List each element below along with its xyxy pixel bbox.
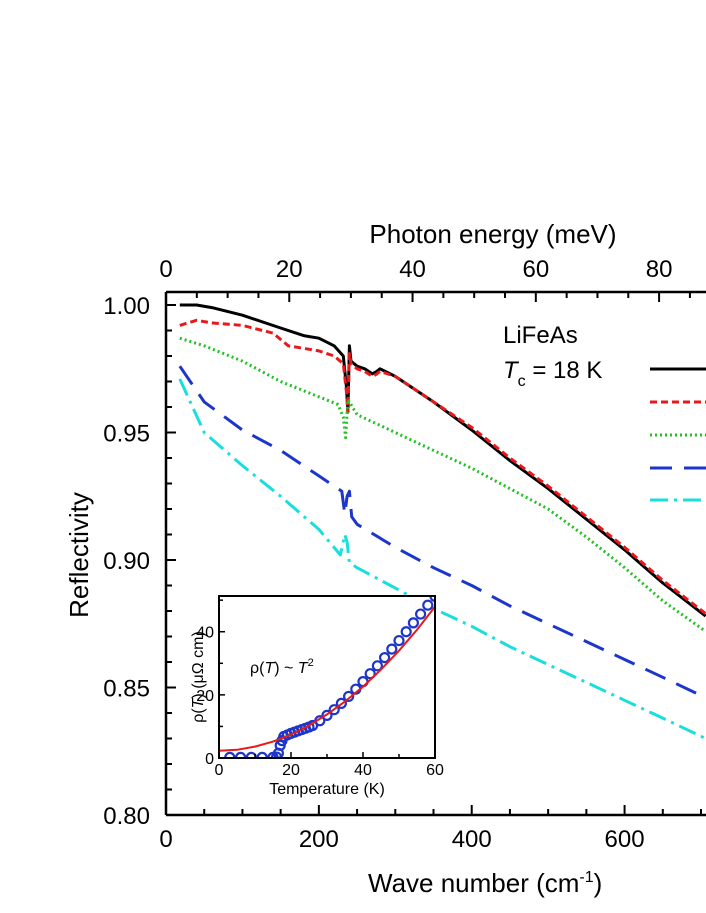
inset-data-point (400, 626, 412, 638)
tc-annotation: Tc = 18 K (503, 357, 602, 390)
x-axis-title-sup: -1 (579, 869, 593, 886)
inset-annotation: ρ(T) ~ T2 (250, 657, 314, 677)
y-axis-title: Reflectivity (64, 492, 94, 618)
inset-data-point (364, 668, 376, 680)
tc-annotation-sub: c (518, 373, 526, 390)
y-tick-label: 0.95 (103, 421, 150, 448)
inset-annotation-t2: T (298, 660, 309, 677)
inset-x-tick-label: 60 (426, 762, 444, 779)
inset-annotation-prefix: ρ( (250, 660, 265, 677)
x-tick-label: 200 (299, 826, 339, 853)
inset-data-point (379, 652, 391, 664)
y-tick-label: 0.90 (103, 548, 150, 575)
top-x-tick-label: 0 (159, 256, 172, 283)
x-axis-title: Wave number (cm-1) (368, 868, 602, 898)
x-axis-title-end: ) (594, 868, 603, 898)
inset-y-title-prefix: ρ( (190, 708, 207, 723)
inset-y-title-suffix: ) (μΩ cm) (190, 631, 207, 698)
inset-background (219, 596, 435, 758)
tc-annotation-rest: = 18 K (526, 357, 603, 384)
series-line-2 (179, 318, 706, 615)
inset-x-tick-label: 0 (215, 762, 224, 779)
inset-data-point (422, 599, 434, 611)
tc-annotation-t: T (503, 357, 520, 384)
inset-x-axis-title: Temperature (K) (269, 781, 385, 798)
top-x-tick-label: 40 (399, 256, 426, 283)
main-plot-frame (164, 290, 706, 817)
inset-frame (218, 595, 436, 759)
inset-annotation-t1: T (264, 660, 275, 677)
inset-y-axis-title: ρ(T) (μΩ cm) (190, 631, 207, 723)
x-tick-label: 400 (452, 826, 492, 853)
inset-x-tick-label: 40 (354, 762, 372, 779)
inset-y-tick-label: 0 (205, 751, 214, 768)
material-annotation: LiFeAs (503, 322, 578, 349)
y-tick-label: 0.80 (103, 803, 150, 830)
inset-data-point (407, 617, 419, 629)
top-x-tick-label: 60 (522, 256, 549, 283)
top-x-tick-label: 80 (646, 256, 673, 283)
inset-data-point (371, 660, 383, 672)
inset-annotation-sup: 2 (308, 657, 314, 669)
inset-data-point (393, 634, 405, 647)
inset-y-title-t: T (190, 697, 207, 708)
inset-data-point (343, 690, 355, 703)
x-tick-label: 0 (159, 826, 172, 853)
inset-annotation-middle: ) ~ (274, 660, 298, 677)
series-line-4 (178, 365, 706, 700)
legend (650, 367, 706, 502)
top-x-tick-label: 20 (276, 256, 303, 283)
series-line-5 (178, 378, 706, 740)
series-line-3 (179, 336, 706, 633)
series-line-1 (179, 303, 706, 618)
top-x-axis-title: Photon energy (meV) (369, 219, 616, 249)
inset-data-point (321, 709, 333, 721)
y-tick-label: 1.00 (103, 293, 150, 320)
inset-data-point (386, 643, 398, 655)
inset-y-tick-label: 40 (196, 625, 214, 642)
y-tick-label: 0.85 (103, 676, 150, 703)
x-tick-label: 600 (605, 826, 645, 853)
inset-fit-line (219, 606, 435, 752)
inset-y-tick-label: 20 (196, 688, 214, 705)
main-plot-series (178, 303, 706, 740)
inset-data-point (415, 608, 427, 620)
inset-x-tick-label: 20 (282, 762, 300, 779)
inset-data-point (328, 704, 340, 716)
inset-data-point (335, 697, 347, 709)
x-axis-title-main: Wave number (cm (368, 868, 579, 898)
